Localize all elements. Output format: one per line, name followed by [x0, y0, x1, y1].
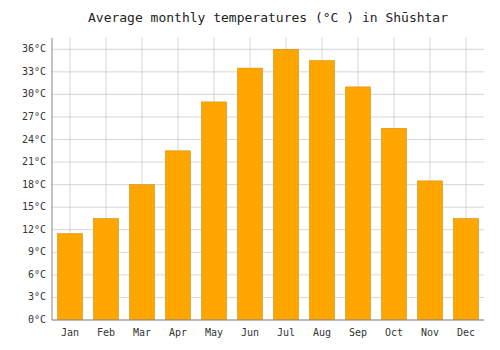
bar	[309, 61, 334, 320]
x-tick-label: Jan	[61, 327, 79, 338]
y-grid-line	[52, 71, 484, 72]
bar	[453, 218, 478, 320]
x-tick-label: Dec	[457, 327, 475, 338]
y-tick-label: 27°C	[22, 111, 46, 122]
y-grid-line	[52, 49, 484, 50]
y-tick-label: 33°C	[22, 66, 46, 77]
chart-container: 0°C 3°C 6°C 9°C 12°C 15°C 18°C 21°C 24°C 27°C 30°C…	[0, 0, 500, 350]
bar	[381, 128, 406, 320]
bars	[57, 49, 478, 320]
y-tick-label: 18°C	[22, 179, 46, 190]
bar	[201, 102, 226, 320]
bar	[57, 234, 82, 320]
x-axis-line	[52, 320, 484, 321]
x-tick-label: Oct	[385, 327, 403, 338]
x-tick-label: Apr	[169, 327, 187, 338]
y-tick-label: 36°C	[22, 43, 46, 54]
bar	[417, 181, 442, 320]
x-tick-label: Jun	[241, 327, 259, 338]
tick-labels: 0°C 3°C 6°C 9°C 12°C 15°C 18°C 21°C 24°C 27°C 30°C…	[22, 43, 475, 338]
y-grid-line	[52, 139, 484, 140]
y-tick-label: 6°C	[28, 269, 46, 280]
x-tick-label: Aug	[313, 327, 331, 338]
bar	[273, 49, 298, 320]
bar	[129, 185, 154, 320]
y-tick-label: 24°C	[22, 134, 46, 145]
y-grid-line	[52, 320, 484, 321]
title: Average monthly temperatures (°C ) in Sh…	[88, 10, 448, 25]
bar	[165, 151, 190, 320]
x-tick-label: Sep	[349, 327, 367, 338]
bar	[237, 68, 262, 320]
y-tick-label: 15°C	[22, 201, 46, 212]
y-axis-line	[52, 38, 53, 320]
x-tick-label: Feb	[97, 327, 115, 338]
x-tick-label: May	[205, 327, 223, 338]
bar	[93, 218, 118, 320]
x-tick-label: Jul	[277, 327, 295, 338]
chart-svg: 0°C 3°C 6°C 9°C 12°C 15°C 18°C 21°C 24°C 27°C 30°C…	[0, 0, 500, 350]
grid	[52, 38, 484, 320]
y-tick-label: 21°C	[22, 156, 46, 167]
y-tick-label: 12°C	[22, 224, 46, 235]
y-grid-line	[52, 94, 484, 95]
y-grid-line	[52, 116, 484, 117]
y-tick-label: 3°C	[28, 291, 46, 302]
y-tick-label: 0°C	[28, 314, 46, 325]
y-tick-label: 30°C	[22, 88, 46, 99]
x-tick-label: Mar	[133, 327, 151, 338]
y-grid-line	[52, 162, 484, 163]
bar	[345, 87, 370, 320]
y-tick-label: 9°C	[28, 246, 46, 257]
x-tick-label: Nov	[421, 327, 439, 338]
